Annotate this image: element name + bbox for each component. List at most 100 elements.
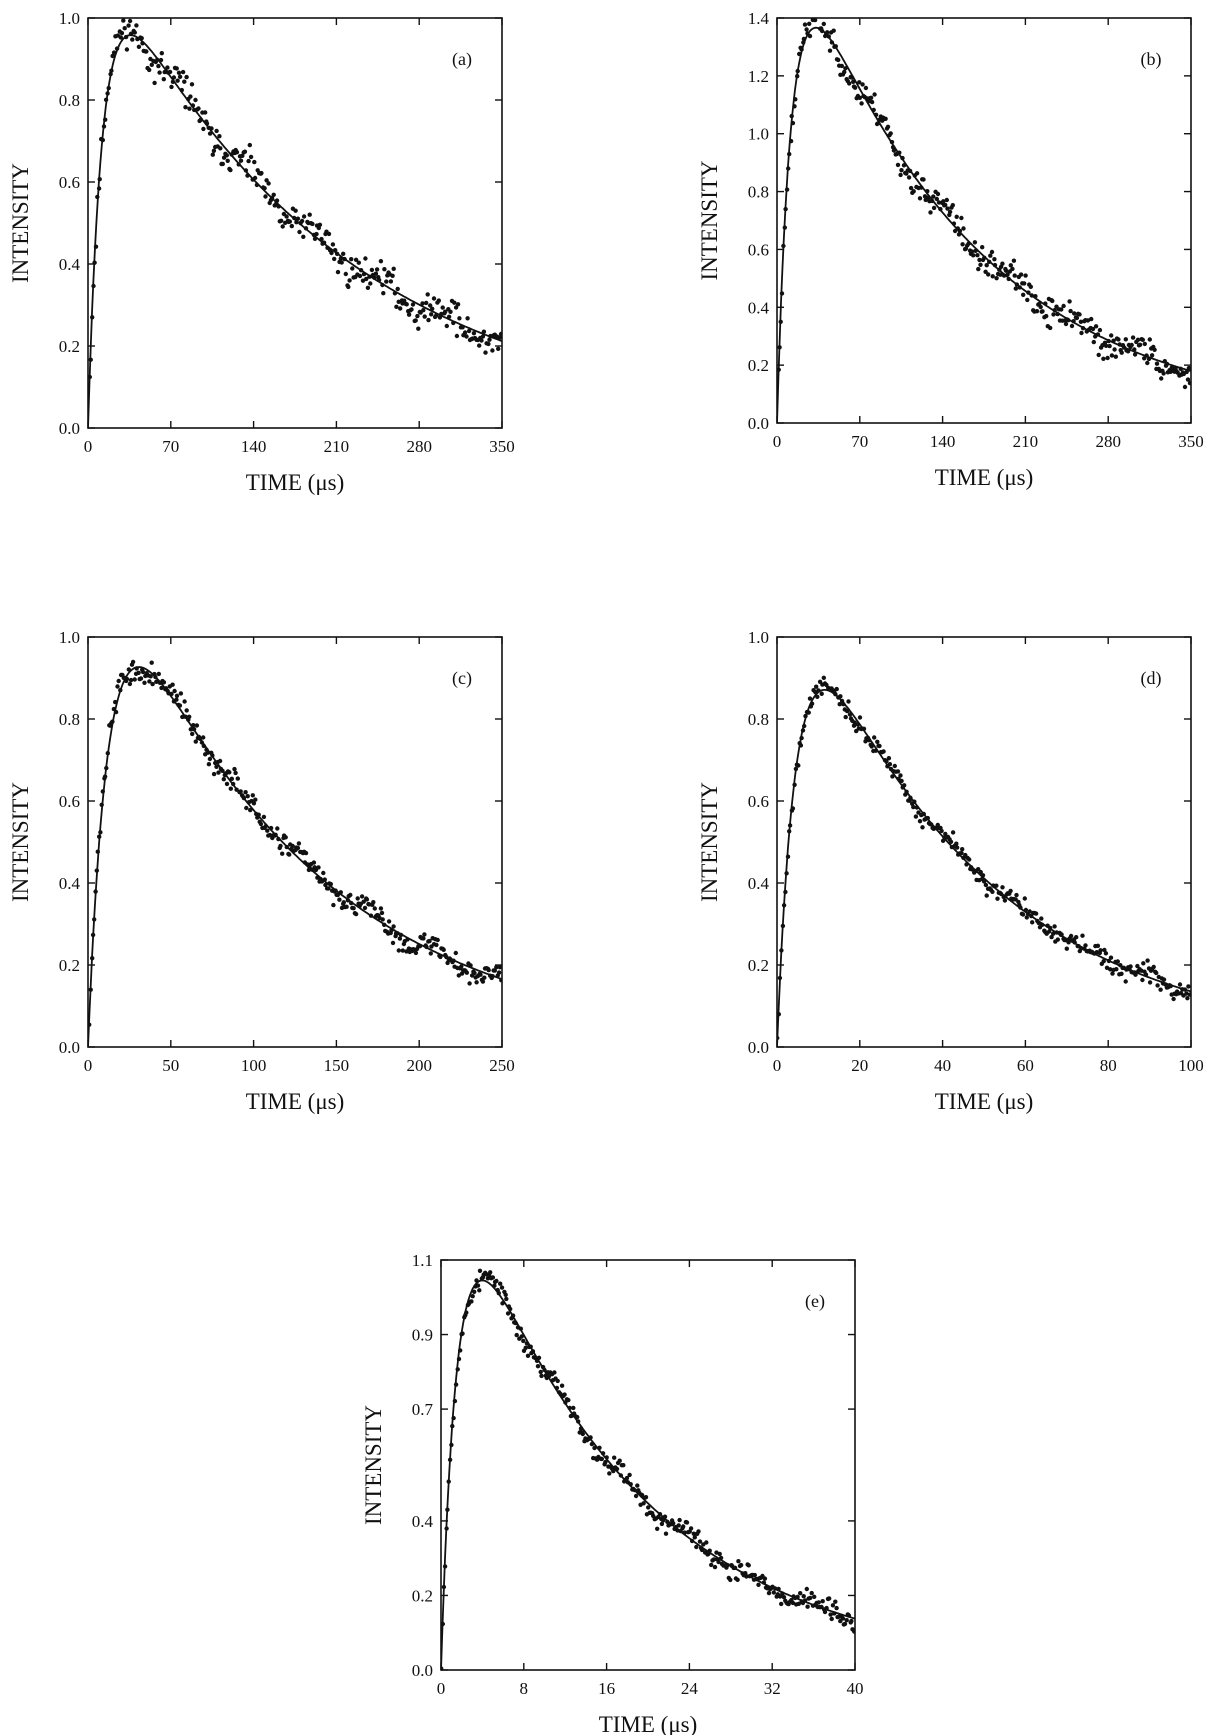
data-point [180,69,186,75]
data-point [659,1521,665,1527]
data-point [566,1397,571,1403]
data-point [976,867,981,872]
data-point [289,223,294,229]
data-point [872,92,877,97]
data-point [470,1294,475,1299]
data-point [995,896,1000,901]
y-tick-label: 0.6 [748,792,769,811]
data-point [394,304,399,309]
data-point [462,330,468,335]
data-point [453,950,458,956]
data-point [441,947,446,952]
data-point [852,85,858,90]
data-point [436,298,441,303]
data-point [796,1601,801,1607]
data-point [691,1531,696,1536]
data-point [284,214,289,219]
data-point [413,318,418,323]
y-tick-label: 0.6 [748,240,769,259]
data-point [261,814,267,820]
data-point [709,1562,714,1568]
data-point [571,1405,576,1411]
data-point [521,1338,526,1344]
plot-frame [776,17,1192,424]
y-tick-label: 1.2 [748,67,769,86]
data-point [497,965,502,970]
fit-curve [441,1279,855,1670]
data-point [206,762,212,767]
data-point [492,968,497,973]
data-point [310,221,315,227]
data-point [983,882,989,888]
data-point [804,27,809,32]
data-point [379,910,385,916]
data-point [505,1311,511,1316]
data-point [434,942,439,948]
data-point [1002,898,1008,903]
data-point [455,302,461,307]
data-point [1186,984,1191,989]
data-point [1091,339,1097,345]
data-point [258,821,264,827]
data-point [134,23,139,28]
data-point [716,1559,721,1565]
data-point [888,131,893,136]
data-point [954,214,959,219]
data-point [332,256,337,262]
data-point [820,1599,825,1604]
data-point [1024,915,1030,920]
data-point [330,242,336,247]
data-point [814,684,819,689]
data-point [817,9,821,13]
data-point [555,1378,560,1384]
y-tick-label: 1.0 [748,125,769,144]
data-point [498,1281,503,1286]
data-point [1187,992,1191,997]
x-tick-label: 150 [324,1056,350,1075]
data-point [1110,971,1115,976]
data-point [921,177,926,182]
data-point [801,1594,806,1599]
data-point [941,199,946,204]
data-point [128,677,134,683]
data-point [1069,323,1075,329]
data-point [943,831,948,837]
data-point [1040,309,1045,314]
data-point [1147,337,1153,342]
data-point [1025,297,1030,303]
data-point [1008,263,1013,268]
data-point [221,777,226,782]
data-point [147,67,152,73]
data-point [339,260,344,265]
data-point [341,900,346,905]
y-tick-label: 0.2 [412,1586,433,1605]
data-point [1140,977,1145,983]
data-point [812,18,818,23]
data-point [514,1332,519,1338]
data-point [943,202,948,208]
data-point [396,948,401,953]
data-point [728,1577,733,1583]
data-point [1161,977,1167,982]
data-point [456,973,461,978]
data-point [247,142,252,148]
data-point [207,131,213,136]
data-point [934,196,939,202]
data-point [1177,982,1183,987]
data-point [303,850,309,856]
data-point [397,936,403,941]
data-point [1096,352,1101,358]
data-point [559,1383,565,1388]
y-tick-label: 0.0 [748,1038,769,1057]
data-point [474,980,479,985]
data-point [184,74,189,80]
data-point [562,1392,567,1397]
data-point [245,794,250,799]
data-point [842,69,847,75]
x-tick-label: 0 [84,437,93,456]
data-point [217,758,223,764]
data-point [1107,343,1112,349]
x-axis-label: TIME (μs) [246,1089,345,1114]
data-point [1119,971,1124,976]
data-point [635,1483,640,1488]
